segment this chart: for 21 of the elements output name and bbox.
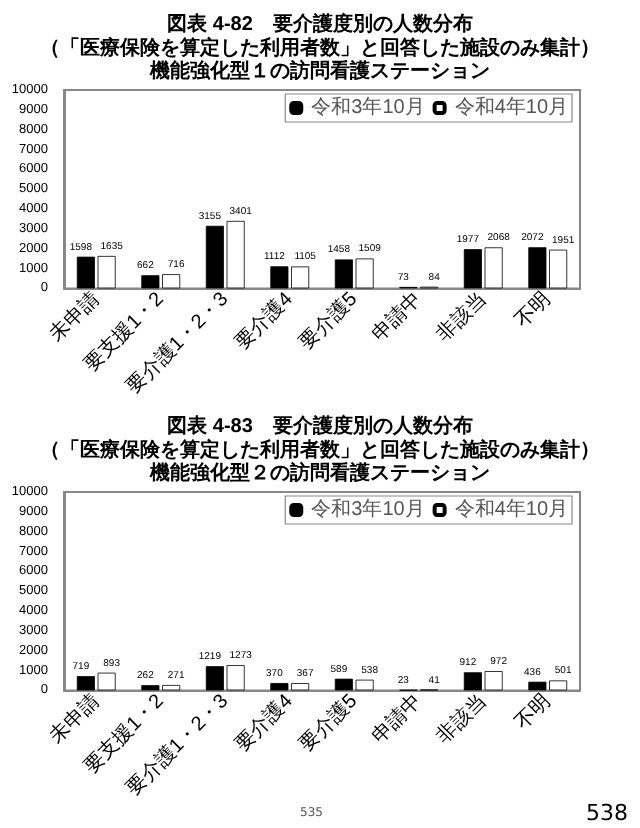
x-tick-label: 要介護4 (230, 286, 299, 355)
x-tick-label: 要介護4 (230, 688, 299, 757)
x-tick-label: 不明 (511, 690, 556, 735)
x-tick-label: 非該当 (431, 287, 492, 347)
text: 機能強化型１の訪問看護ステーション (148, 59, 490, 83)
chart-subtitle: （「医療保険を算定した利用者数」と回答した施設のみ集計） (40, 438, 600, 462)
chart-subtitle: （「医療保険を算定した利用者数」と回答した施設のみ集計） (40, 36, 600, 60)
x-tick-label: 不明 (511, 288, 556, 333)
x-tick-label: 非該当 (431, 689, 492, 749)
text: 538 (586, 800, 628, 826)
x-tick-label: 要介護5 (294, 688, 363, 757)
legend-label: 令和3年10月 (311, 497, 425, 521)
text: 機能強化型２の訪問看護ステーション (148, 461, 490, 485)
legend-label: 令和3年10月 (311, 95, 425, 119)
chart-title: 図表 4-83 要介護度別の人数分布 (167, 414, 473, 438)
legend-label: 令和4年10月 (454, 497, 569, 521)
chart-title: 図表 4-82 要介護度別の人数分布 (167, 12, 473, 36)
x-tick-label: 要介護5 (294, 286, 363, 355)
x-tick-label: 申請中 (367, 689, 427, 749)
x-tick-label: 申請中 (367, 287, 427, 347)
legend-label: 令和4年10月 (454, 95, 569, 119)
